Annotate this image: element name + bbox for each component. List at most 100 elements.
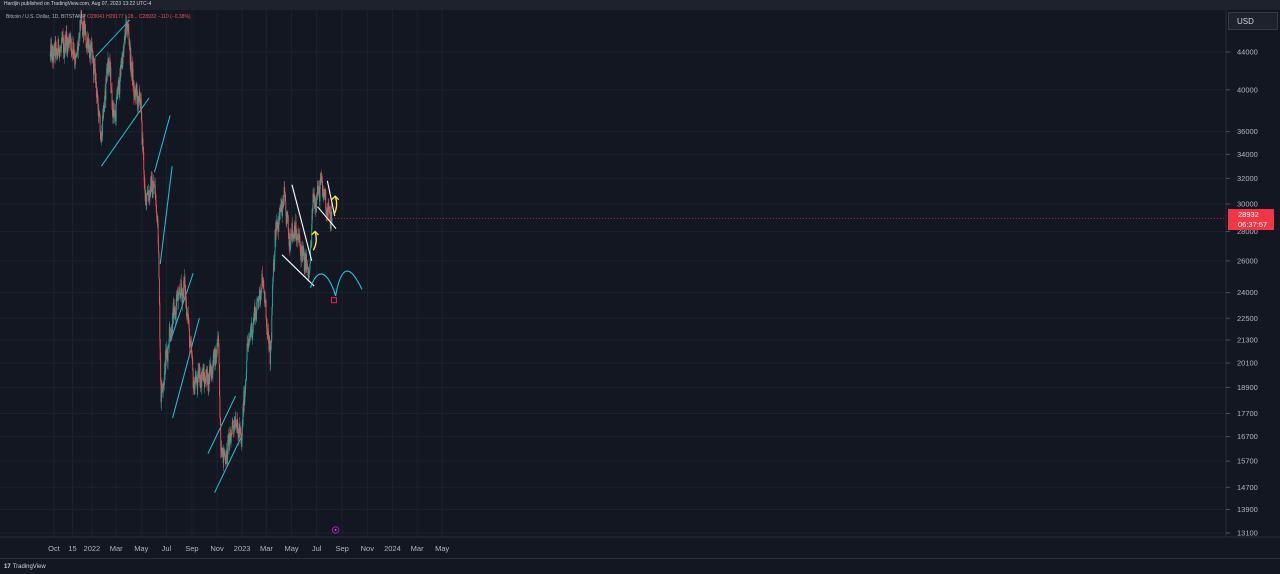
candle-body [244,393,246,397]
candle-body [273,263,275,271]
wedge-line[interactable] [317,206,337,229]
candle-body [327,202,329,205]
candle-body [246,343,248,361]
candle-body [187,313,189,319]
channel-line[interactable] [159,166,173,264]
candle-body [325,190,327,210]
projection-arc[interactable] [335,270,363,297]
candle-body [143,170,145,182]
candle-body [51,45,52,58]
candle-body [309,263,311,268]
candle-body [99,116,101,133]
candle-body [234,424,236,428]
channel-line[interactable] [153,115,171,173]
candle-body [253,312,255,322]
price-tick-label: 18900 [1237,383,1258,392]
candle-body [80,20,82,25]
price-tick-label: 17700 [1237,409,1258,418]
candle-body [245,372,247,380]
candle-body [227,439,229,459]
candle-body [249,336,251,341]
candle-body [207,390,209,391]
candle-body [117,81,119,91]
candle-body [265,318,267,327]
price-axis[interactable]: 44000 40000 36000 34000 32000 30000 28000 26000… [1225,10,1280,558]
channel-line[interactable] [214,434,244,493]
channel-line[interactable] [95,19,131,57]
candle-body [165,350,167,373]
price-tick-label: 15700 [1237,457,1258,466]
candle-body [78,38,80,46]
price-tick-label: 21300 [1237,336,1258,345]
candle-body [178,292,180,293]
candle-body [201,377,203,387]
bar-countdown: 06:37:57 [1238,220,1268,229]
candle-body [67,42,69,53]
channel-line[interactable] [169,273,194,343]
candle-body [199,366,201,381]
channel-line[interactable] [172,318,200,419]
candle-body [213,348,215,366]
candle-body [298,237,300,239]
candle-body [113,112,115,118]
candle-body [102,105,104,119]
candle-body [165,349,167,359]
candle-body [229,432,231,438]
candle-body [122,52,124,68]
symbol-name[interactable]: Bitcoin / U.S. Dollar, 1D, BITSTAMP [6,14,86,20]
time-tick-label: Jul [162,544,172,553]
candle-body [321,181,323,191]
arrow-head [331,195,340,201]
wedge-line[interactable] [291,184,313,261]
currency-label[interactable]: USD [1228,12,1278,30]
candle-body [242,406,244,426]
candle-body [194,383,196,394]
candle-body [132,69,134,86]
candle-body [289,246,291,250]
price-tick-label: 13100 [1237,529,1258,538]
breakout-arrow[interactable] [331,195,340,216]
target-box[interactable] [330,297,337,304]
time-tick-label: May [435,544,449,553]
candle-body [329,212,331,229]
candle-body [207,372,209,391]
drawings-overlay[interactable] [281,180,363,304]
candle-body [309,267,311,273]
tradingview-logo[interactable]: 17 TradingView [4,564,46,570]
candle-body [290,233,292,247]
candle-body [155,200,157,206]
candle-body [270,350,272,365]
candle-body [289,241,291,250]
wedge-line[interactable] [326,180,336,217]
candle-body [331,211,332,224]
candle-body [270,339,272,342]
channel-line[interactable] [207,395,237,454]
tradingview-logo-mark: 17 [4,564,11,570]
candle-body [282,201,283,216]
candle-body [81,20,83,23]
candle-body [65,32,67,47]
candle-body [73,51,75,55]
candle-body [97,94,99,98]
candle-body [192,359,194,371]
candle-body [166,349,168,353]
candle-body [230,435,232,444]
candle-body [251,333,253,339]
projection-arc[interactable] [309,273,337,297]
candle-body [284,191,286,195]
candle-body [161,387,163,389]
wedge-line[interactable] [281,254,315,287]
candle-body [258,298,260,300]
candle-body [260,293,262,302]
price-tick-label: 28000 [1237,227,1258,236]
candle-body [103,107,105,112]
candle-body [237,429,239,435]
candle-body [170,335,172,339]
candlestick-chart[interactable]: 44000 40000 36000 34000 32000 30000 28000 26000… [0,10,1280,558]
time-axis[interactable]: Oct 15 2022 Mar May Jul Sep Nov 2023 Mar May Jul Sep… [0,536,1280,553]
candle-body [108,61,110,69]
breakout-arrow[interactable] [311,230,319,251]
symbol-legend[interactable]: Bitcoin / U.S. Dollar, 1D, BITSTAMP O290… [6,14,191,20]
candle-body [155,197,157,201]
time-tick-label: Mar [260,544,273,553]
